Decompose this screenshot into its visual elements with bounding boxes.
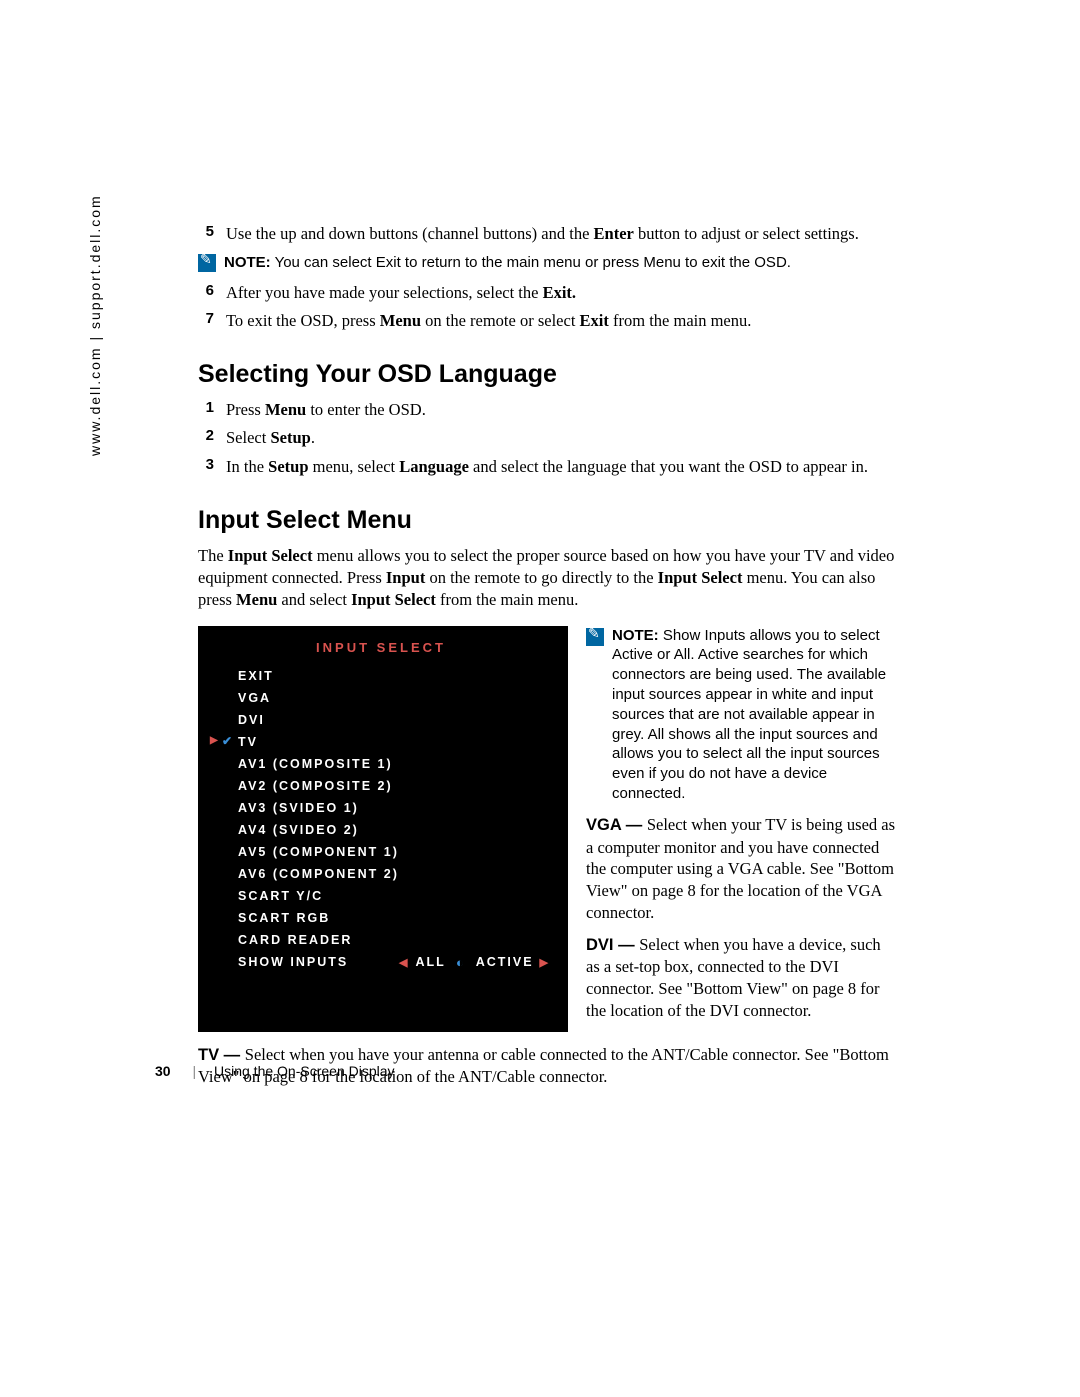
toggle-icon: ◐ bbox=[456, 955, 466, 970]
osd-item-av2: AV2 (COMPOSITE 2) bbox=[212, 775, 550, 797]
triangle-left-icon: ◀ bbox=[399, 956, 409, 969]
text: and select the language that you want th… bbox=[469, 457, 868, 476]
note-show-inputs: NOTE: Show Inputs allows you to select A… bbox=[586, 626, 898, 804]
osd-item-scart-rgb: SCART RGB bbox=[212, 907, 550, 929]
step-body: After you have made your selections, sel… bbox=[226, 282, 898, 304]
step-body: To exit the OSD, press Menu on the remot… bbox=[226, 310, 898, 332]
text: After you have made your selections, sel… bbox=[226, 283, 543, 302]
text: You can select Exit to return to the mai… bbox=[271, 254, 791, 271]
term: DVI — bbox=[586, 936, 639, 954]
osd-item-tv-selected: TV bbox=[212, 731, 550, 753]
page-content: 5 Use the up and down buttons (channel b… bbox=[198, 223, 898, 1088]
osd-item-av1: AV1 (COMPOSITE 1) bbox=[212, 753, 550, 775]
osd-side-descriptions: NOTE: Show Inputs allows you to select A… bbox=[586, 626, 898, 1032]
bold: Setup bbox=[270, 428, 310, 447]
heading-input-select-menu: Input Select Menu bbox=[198, 506, 898, 535]
triangle-right-icon: ▶ bbox=[540, 956, 550, 969]
dvi-definition: DVI — Select when you have a device, suc… bbox=[586, 934, 898, 1022]
bold: Menu bbox=[236, 590, 277, 609]
bold: Menu bbox=[265, 400, 306, 419]
osd-item-vga: VGA bbox=[212, 687, 550, 709]
text: from the main menu. bbox=[609, 311, 752, 330]
text: To exit the OSD, press bbox=[226, 311, 380, 330]
text: on the remote or select bbox=[421, 311, 580, 330]
text: from the main menu. bbox=[436, 590, 579, 609]
footer-separator: | bbox=[192, 1063, 196, 1079]
bold: Menu bbox=[380, 311, 421, 330]
osd-show-inputs-label: SHOW INPUTS bbox=[212, 955, 393, 969]
text: In the bbox=[226, 457, 268, 476]
osd-item-av5: AV5 (COMPONENT 1) bbox=[212, 841, 550, 863]
term: TV — bbox=[198, 1046, 245, 1064]
bold: Exit. bbox=[543, 283, 576, 302]
input-select-intro: The Input Select menu allows you to sele… bbox=[198, 545, 898, 612]
step-number: 6 bbox=[198, 282, 226, 304]
text: and select bbox=[277, 590, 351, 609]
osd-item-card-reader: CARD READER bbox=[212, 929, 550, 951]
page-number: 30 bbox=[155, 1063, 171, 1079]
osd-show-inputs-row: SHOW INPUTS ◀ ALL ◐ ACTIVE ▶ bbox=[212, 951, 550, 970]
bold: Input Select bbox=[351, 590, 436, 609]
page-footer: 30 | Using the On-Screen Display bbox=[155, 1063, 395, 1079]
note-text: NOTE: Show Inputs allows you to select A… bbox=[612, 626, 898, 804]
footer-section: Using the On-Screen Display bbox=[214, 1063, 395, 1079]
osd-item-av3: AV3 (SVIDEO 1) bbox=[212, 797, 550, 819]
osd-item-av4: AV4 (SVIDEO 2) bbox=[212, 819, 550, 841]
osd-option-all: ALL bbox=[416, 955, 446, 969]
bold: Language bbox=[399, 457, 469, 476]
step-5: 5 Use the up and down buttons (channel b… bbox=[198, 223, 898, 245]
osd-item-exit: EXIT bbox=[212, 665, 550, 687]
step-number: 7 bbox=[198, 310, 226, 332]
step-body: Press Menu to enter the OSD. bbox=[226, 399, 898, 421]
term: VGA — bbox=[586, 816, 647, 834]
text: menu, select bbox=[309, 457, 400, 476]
osd-item-av6: AV6 (COMPONENT 2) bbox=[212, 863, 550, 885]
note-label: NOTE: bbox=[612, 627, 659, 644]
step-number: 5 bbox=[198, 223, 226, 245]
note-text: NOTE: You can select Exit to return to t… bbox=[224, 253, 791, 273]
bold: Setup bbox=[268, 457, 308, 476]
step-number: 1 bbox=[198, 399, 226, 421]
bold: Exit bbox=[580, 311, 609, 330]
osd-item-scart-yc: SCART Y/C bbox=[212, 885, 550, 907]
sidebar-url: www.dell.com | support.dell.com bbox=[87, 194, 103, 456]
step-number: 3 bbox=[198, 456, 226, 478]
osd-and-description: INPUT SELECT EXIT VGA DVI TV AV1 (COMPOS… bbox=[198, 626, 898, 1032]
text: button to adjust or select settings. bbox=[634, 224, 859, 243]
text: to enter the OSD. bbox=[306, 400, 426, 419]
text: Show Inputs allows you to select Active … bbox=[612, 627, 886, 802]
step-body: In the Setup menu, select Language and s… bbox=[226, 456, 898, 478]
step-6: 6 After you have made your selections, s… bbox=[198, 282, 898, 304]
step-number: 2 bbox=[198, 427, 226, 449]
osd-item-dvi: DVI bbox=[212, 709, 550, 731]
step-body: Select Setup. bbox=[226, 427, 898, 449]
note-label: NOTE: bbox=[224, 254, 271, 271]
text: on the remote to go directly to the bbox=[425, 568, 657, 587]
note-icon bbox=[198, 254, 216, 272]
text: The bbox=[198, 546, 228, 565]
heading-selecting-osd-language: Selecting Your OSD Language bbox=[198, 360, 898, 389]
bold: Input bbox=[386, 568, 425, 587]
text: . bbox=[311, 428, 315, 447]
lang-step-3: 3 In the Setup menu, select Language and… bbox=[198, 456, 898, 478]
text: Use the up and down buttons (channel but… bbox=[226, 224, 594, 243]
osd-option-active: ACTIVE bbox=[476, 955, 534, 969]
bold: Enter bbox=[594, 224, 634, 243]
osd-title: INPUT SELECT bbox=[212, 640, 550, 655]
step-7: 7 To exit the OSD, press Menu on the rem… bbox=[198, 310, 898, 332]
note-exit-osd: NOTE: You can select Exit to return to t… bbox=[198, 253, 898, 273]
text: Select bbox=[226, 428, 270, 447]
text: Press bbox=[226, 400, 265, 419]
osd-input-select-screenshot: INPUT SELECT EXIT VGA DVI TV AV1 (COMPOS… bbox=[198, 626, 568, 1032]
step-body: Use the up and down buttons (channel but… bbox=[226, 223, 898, 245]
bold: Input Select bbox=[658, 568, 743, 587]
bold: Input Select bbox=[228, 546, 313, 565]
vga-definition: VGA — Select when your TV is being used … bbox=[586, 814, 898, 924]
note-icon bbox=[586, 628, 604, 646]
lang-step-1: 1 Press Menu to enter the OSD. bbox=[198, 399, 898, 421]
lang-step-2: 2 Select Setup. bbox=[198, 427, 898, 449]
